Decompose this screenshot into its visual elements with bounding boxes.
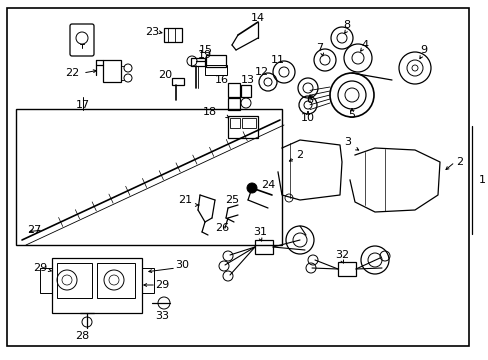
Text: 32: 32 <box>334 250 348 260</box>
Text: 1: 1 <box>478 175 485 185</box>
Text: 31: 31 <box>252 227 266 237</box>
Text: 3: 3 <box>344 137 351 147</box>
Bar <box>337 262 355 276</box>
Text: 2: 2 <box>455 157 463 167</box>
Bar <box>227 116 258 138</box>
Bar <box>229 118 240 128</box>
Text: 28: 28 <box>75 331 89 341</box>
Bar <box>254 240 272 254</box>
Text: 11: 11 <box>270 55 285 65</box>
Text: 13: 13 <box>241 75 254 85</box>
Text: 21: 21 <box>178 195 192 205</box>
Text: 6: 6 <box>306 95 313 105</box>
Text: 24: 24 <box>260 180 275 190</box>
Text: 7: 7 <box>316 43 323 53</box>
Text: 25: 25 <box>224 195 239 205</box>
Bar <box>227 83 240 97</box>
Bar <box>227 98 240 110</box>
Text: 2: 2 <box>296 150 303 160</box>
Circle shape <box>246 183 257 193</box>
Bar <box>52 258 142 313</box>
Text: 10: 10 <box>301 113 314 123</box>
Text: 20: 20 <box>158 70 172 80</box>
Text: 30: 30 <box>175 260 189 270</box>
Bar <box>142 268 154 293</box>
Bar <box>40 268 52 293</box>
Text: 5: 5 <box>348 110 355 120</box>
Text: 19: 19 <box>198 50 212 60</box>
Text: 14: 14 <box>250 13 264 23</box>
Bar <box>205 55 225 67</box>
Bar <box>242 118 256 128</box>
Text: 29: 29 <box>33 263 47 273</box>
Text: 16: 16 <box>215 75 228 85</box>
Text: 18: 18 <box>203 107 217 117</box>
Bar <box>172 78 183 85</box>
Bar <box>103 60 121 82</box>
Bar <box>241 85 250 97</box>
Text: 23: 23 <box>144 27 159 37</box>
Bar <box>57 263 92 298</box>
Text: 33: 33 <box>155 311 169 321</box>
Text: 12: 12 <box>254 67 268 77</box>
Text: 8: 8 <box>343 20 350 30</box>
Text: 27: 27 <box>27 225 41 235</box>
Bar <box>16 109 282 245</box>
Bar <box>97 263 135 298</box>
Bar <box>204 65 226 75</box>
Text: 4: 4 <box>361 40 368 50</box>
Text: 9: 9 <box>420 45 427 55</box>
Bar <box>163 28 182 42</box>
Text: 15: 15 <box>199 45 213 55</box>
Text: 26: 26 <box>215 223 228 233</box>
Text: 17: 17 <box>76 100 90 110</box>
Bar <box>191 58 204 66</box>
Text: 29: 29 <box>155 280 169 290</box>
Text: 22: 22 <box>65 68 79 78</box>
